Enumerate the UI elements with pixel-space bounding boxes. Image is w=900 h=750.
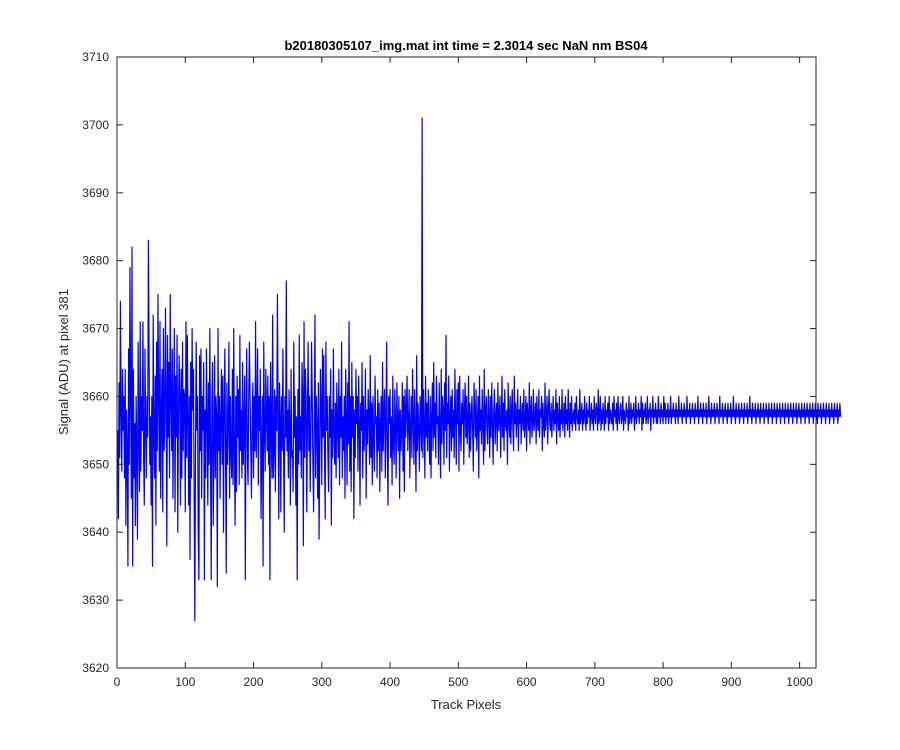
y-tick-label: 3690 xyxy=(82,186,109,200)
x-tick-label: 400 xyxy=(380,675,400,689)
x-tick-label: 100 xyxy=(175,675,195,689)
y-axis-ticks: 3620 3630 3640 3650 3660 3670 3680 3690 3700 3710 xyxy=(82,50,816,675)
y-tick-label: 3700 xyxy=(82,118,109,132)
x-tick-label: 700 xyxy=(585,675,605,689)
series-layer xyxy=(117,117,842,622)
x-axis-label: Track Pixels xyxy=(431,697,502,712)
y-tick-label: 3620 xyxy=(82,661,109,675)
x-tick-label: 200 xyxy=(244,675,264,689)
x-tick-label: 900 xyxy=(721,675,741,689)
y-tick-label: 3660 xyxy=(82,389,109,403)
x-tick-label: 0 xyxy=(114,675,121,689)
series-line xyxy=(117,117,842,622)
y-tick-label: 3630 xyxy=(82,593,109,607)
axes-box xyxy=(116,56,817,669)
y-axis-label: Signal (ADU) at pixel 381 xyxy=(56,289,71,435)
x-tick-label: 300 xyxy=(312,675,332,689)
plot-area xyxy=(117,57,816,668)
chart-title: b20180305107_img.mat int time = 2.3014 s… xyxy=(284,38,648,53)
x-tick-label: 600 xyxy=(517,675,537,689)
y-tick-label: 3670 xyxy=(82,322,109,336)
x-axis-ticks: 0 100 200 300 400 500 600 700 800 900 1000 xyxy=(114,57,813,689)
x-tick-label: 500 xyxy=(448,675,468,689)
x-tick-label: 800 xyxy=(653,675,673,689)
y-tick-label: 3710 xyxy=(82,50,109,64)
y-tick-label: 3650 xyxy=(82,457,109,471)
y-tick-label: 3680 xyxy=(82,254,109,268)
x-tick-label: 1000 xyxy=(786,675,813,689)
y-tick-label: 3640 xyxy=(82,525,109,539)
